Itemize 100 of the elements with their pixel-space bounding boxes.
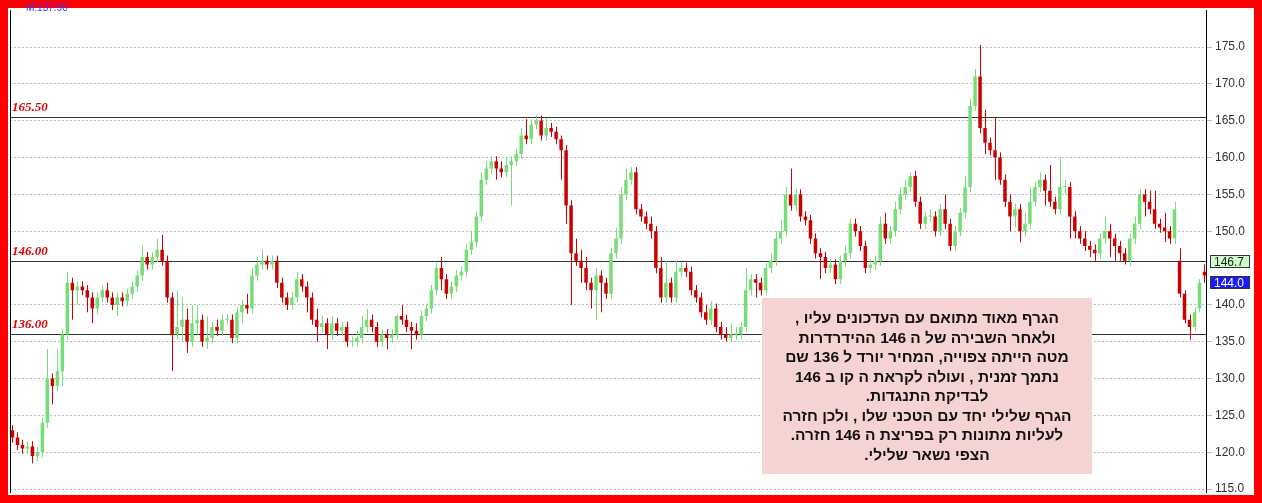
candlestick <box>205 315 209 350</box>
candlestick <box>1003 174 1007 208</box>
y-tick-label: 170.0 <box>1214 76 1246 91</box>
candlestick <box>1102 216 1107 245</box>
candlestick <box>579 249 583 284</box>
text: 144.0 <box>1210 276 1250 290</box>
candlestick <box>614 227 618 259</box>
candlestick <box>624 168 628 201</box>
candlestick <box>200 314 204 348</box>
candlestick <box>529 118 533 145</box>
candlestick <box>778 219 783 245</box>
candlestick <box>180 297 184 343</box>
candlestick <box>1023 212 1027 237</box>
ref-line-label: 165.50 <box>12 99 49 115</box>
y-tick-label: 140.0 <box>1214 297 1246 312</box>
candlestick <box>1083 230 1087 252</box>
candlestick <box>155 238 159 263</box>
candlestick <box>399 304 404 326</box>
candlestick <box>574 238 578 267</box>
candlestick <box>260 249 264 271</box>
y-tick-label: 150.0 <box>1214 223 1246 238</box>
candlestick <box>140 245 144 282</box>
text: 146.7 <box>1210 255 1250 269</box>
candlestick <box>943 193 947 230</box>
candlestick <box>349 336 354 348</box>
candlestick <box>1018 203 1022 243</box>
annotation: הגרף מאוד מתואם עם העדכונים עליו , ולאחר השבירה של ה 146 ההידרדרות מטה הייתה צפוייה, המחיר יורד ל 136 שם נתמך זמנית , ועולה לקראת ה קו ב 146 לבדיקת התנגדות. הגרף שלילי יחד עם הטכני שלו , ולכן חזרה לעליות מתונות רק בפריצת ה 146 חזרה. הצפי נשאר שלילי. <box>762 298 1092 474</box>
candlestick <box>185 308 189 354</box>
candlestick <box>948 218 952 252</box>
candlestick <box>494 155 499 181</box>
candlestick <box>594 267 598 321</box>
candlestick <box>305 280 309 313</box>
candlestick <box>559 134 563 181</box>
candlestick <box>245 293 249 315</box>
candlestick <box>280 277 284 304</box>
annotation: M:137.90 <box>26 2 68 13</box>
candlestick <box>589 277 593 310</box>
candlestick <box>599 269 603 313</box>
candlestick <box>115 291 119 317</box>
ref-line-label: 146.00 <box>12 243 49 259</box>
candlestick <box>469 230 474 256</box>
candlestick <box>1028 186 1032 230</box>
candlestick <box>958 207 962 237</box>
candlestick <box>1043 174 1047 206</box>
candlestick <box>953 225 957 252</box>
candlestick <box>604 277 608 300</box>
y-tick-label: 175.0 <box>1214 39 1246 54</box>
candlestick <box>649 216 653 240</box>
y-tick-label: 135.0 <box>1214 334 1246 349</box>
candlestick <box>524 118 528 145</box>
candlestick <box>225 314 229 326</box>
candlestick <box>1058 157 1062 215</box>
candlestick <box>195 304 199 335</box>
candlestick <box>1073 210 1077 240</box>
candlestick <box>983 109 987 155</box>
candlestick <box>908 171 912 193</box>
candlestick <box>230 314 234 344</box>
candlestick <box>843 245 848 267</box>
candlestick <box>75 280 80 306</box>
candlestick <box>105 282 109 304</box>
candlestick <box>669 277 673 304</box>
candlestick <box>85 284 90 313</box>
candlestick <box>175 289 179 341</box>
candlestick <box>504 157 508 178</box>
candlestick <box>135 269 139 293</box>
y-tick-label: 130.0 <box>1214 370 1246 385</box>
candlestick <box>903 179 907 201</box>
candlestick <box>933 210 937 237</box>
y-tick-label: 115.0 <box>1214 481 1245 496</box>
candlestick <box>295 271 299 304</box>
candlestick <box>584 256 588 291</box>
candlestick <box>275 255 279 289</box>
candlestick <box>1033 181 1037 208</box>
candlestick <box>1048 164 1052 208</box>
candlestick <box>1013 203 1017 229</box>
candlestick <box>509 155 513 206</box>
candlestick <box>544 118 548 142</box>
candlestick <box>689 266 693 296</box>
candlestick <box>998 151 1002 186</box>
y-tick-label: 160.0 <box>1214 149 1246 164</box>
candlestick <box>1008 193 1012 232</box>
candlestick <box>1038 171 1042 193</box>
y-tick-label: 155.0 <box>1214 186 1246 201</box>
candlestick <box>409 321 414 350</box>
candlestick <box>664 260 668 304</box>
candlestick <box>190 304 194 348</box>
candlestick <box>798 188 803 223</box>
candlestick <box>818 247 823 280</box>
candlestick <box>928 208 932 223</box>
candlestick <box>733 326 738 341</box>
candlestick <box>539 115 543 142</box>
candlestick <box>519 127 523 160</box>
y-tick-label: 125.0 <box>1214 407 1246 422</box>
candlestick <box>30 440 35 464</box>
candlestick <box>210 321 214 344</box>
y-tick-label: 165.0 <box>1214 113 1246 128</box>
candlestick <box>160 234 164 267</box>
candlestick <box>1107 223 1112 258</box>
y-tick-label: 120.0 <box>1214 444 1246 459</box>
candlestick <box>703 304 708 326</box>
